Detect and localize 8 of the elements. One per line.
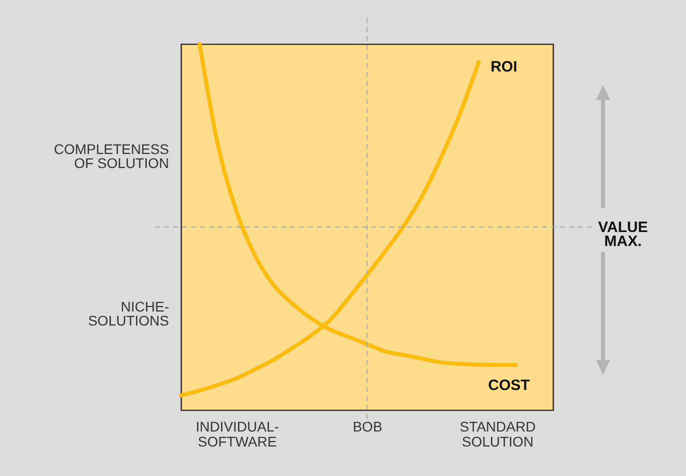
text: COMPLETENESS OF SOLUTION [54, 141, 169, 172]
x-tick-label: STANDARD SOLUTION [460, 418, 536, 450]
ref-line-label: VALUE MAX. [598, 219, 648, 250]
x-tick-label: BOB [352, 418, 382, 434]
x-tick-label: INDIVIDUAL-SOFTWARE [196, 418, 280, 450]
series-label: ROI [490, 58, 518, 76]
text: NICHE-SOLUTIONS [88, 298, 170, 329]
series-label: COST [488, 376, 530, 394]
